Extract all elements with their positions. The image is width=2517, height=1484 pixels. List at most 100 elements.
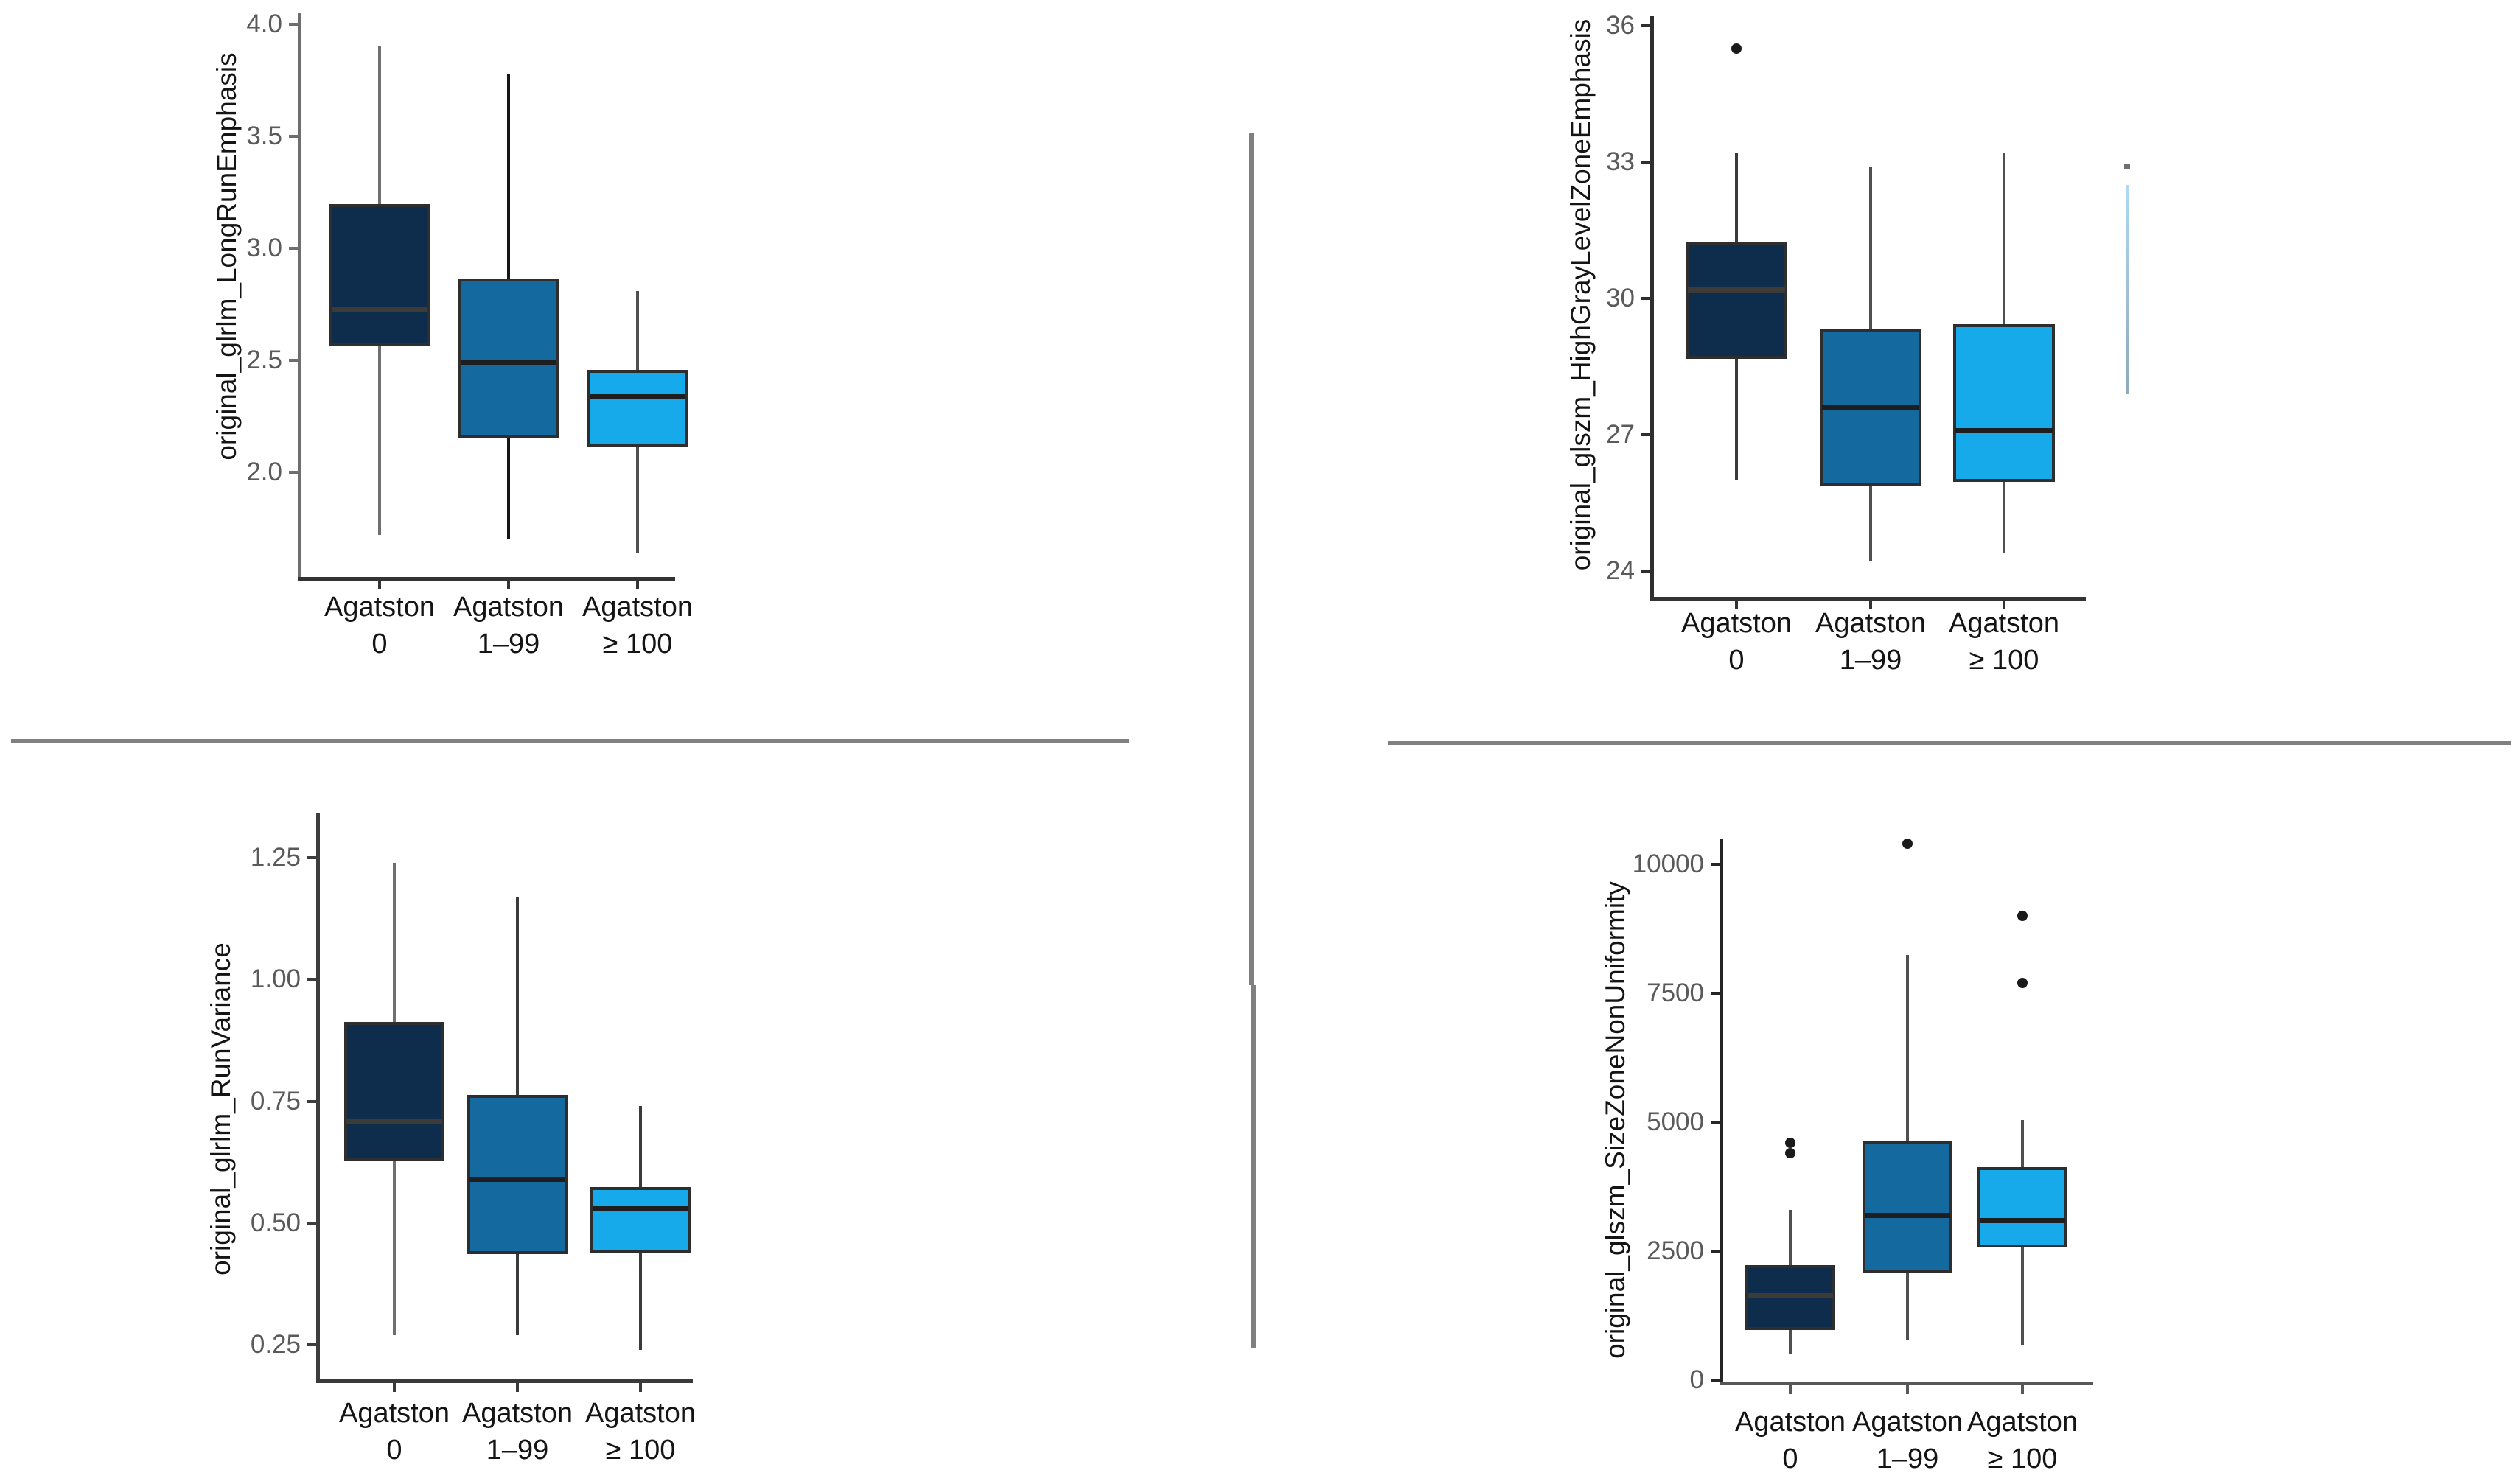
y-tick-mark: [289, 471, 299, 474]
y-tick-label: 36: [1606, 11, 1635, 40]
category-label-row2: 0: [386, 1435, 402, 1466]
x-tick-mark: [1735, 601, 1738, 609]
y-tick-label: 30: [1606, 284, 1635, 312]
outlier-dot: [1731, 43, 1742, 54]
category-label-row1: Agatston: [1852, 1407, 1963, 1438]
y-tick-label: 2.5: [246, 346, 282, 374]
y-tick-mark: [1711, 1379, 1720, 1382]
y-tick-label: 33: [1606, 147, 1635, 176]
y-axis-line: [1720, 839, 1723, 1382]
category-label-row1: Agatston: [453, 592, 564, 623]
box: [1863, 1141, 1952, 1273]
y-tick-label: 24: [1606, 556, 1635, 585]
y-tick-label: 2500: [1647, 1236, 1704, 1265]
artifact-whisker-line: [2126, 185, 2129, 394]
x-tick-mark: [2021, 1385, 2024, 1394]
median-line: [1980, 1218, 2065, 1223]
outlier-dot: [1902, 839, 1913, 849]
box: [458, 279, 559, 438]
y-tick-mark: [307, 1100, 317, 1103]
category-label-row1: Agatston: [1967, 1407, 2078, 1438]
y-tick-label: 1.25: [250, 843, 301, 872]
y-tick-mark: [1641, 297, 1651, 300]
y-tick-label: 0.75: [250, 1087, 301, 1116]
median-line: [346, 1119, 442, 1124]
divider-horizontal-right: [1388, 741, 2511, 745]
category-label-row2: 0: [1728, 645, 1745, 676]
category-label-row2: ≥ 100: [1969, 645, 2039, 676]
x-axis-line: [1650, 597, 2086, 601]
y-tick-label: 5000: [1647, 1107, 1704, 1136]
category-label-row2: 1–99: [477, 629, 540, 659]
outlier-dot: [1785, 1138, 1795, 1148]
y-axis-line: [298, 13, 301, 577]
y-tick-mark: [1641, 433, 1651, 436]
category-label-row2: ≥ 100: [605, 1435, 676, 1466]
y-tick-label: 2.0: [246, 458, 282, 486]
x-tick-mark: [516, 1383, 519, 1392]
y-axis-line: [316, 813, 320, 1379]
y-tick-mark: [1711, 1250, 1720, 1253]
box: [329, 204, 430, 346]
category-label-row2: 0: [1782, 1443, 1798, 1474]
y-tick-label: 0: [1689, 1365, 1704, 1394]
y-tick-label: 3.5: [246, 122, 282, 150]
divider-vertical-lower: [1251, 985, 1256, 1348]
x-tick-mark: [378, 581, 381, 589]
median-line: [469, 1177, 565, 1182]
median-line: [1955, 428, 2053, 433]
y-tick-mark: [289, 23, 299, 26]
y-tick-mark: [1711, 863, 1720, 866]
outlier-dot: [1785, 1148, 1795, 1158]
median-line: [461, 360, 556, 365]
y-tick-mark: [307, 856, 317, 859]
category-label-row1: Agatston: [1681, 608, 1792, 639]
median-line: [1822, 405, 1919, 410]
divider-horizontal-left: [11, 739, 1129, 743]
category-label-row1: Agatston: [462, 1398, 573, 1429]
box: [587, 370, 688, 447]
median-line: [1688, 287, 1785, 293]
box: [1953, 324, 2055, 482]
artifact-dot: [2124, 164, 2130, 169]
y-tick-mark: [307, 978, 317, 981]
category-label-row2: ≥ 100: [1987, 1443, 2058, 1474]
x-tick-mark: [1869, 601, 1872, 609]
divider-vertical-upper: [1249, 133, 1254, 985]
y-tick-mark: [307, 1222, 317, 1225]
x-tick-mark: [507, 581, 510, 589]
y-tick-mark: [289, 359, 299, 362]
x-tick-mark: [393, 1383, 396, 1392]
x-axis-line: [1720, 1382, 2093, 1385]
y-tick-mark: [1711, 992, 1720, 995]
outlier-dot: [2017, 978, 2028, 988]
y-tick-label: 4.0: [246, 10, 282, 38]
category-label-row2: ≥ 100: [602, 629, 673, 659]
category-label-row1: Agatston: [324, 592, 435, 623]
category-label-row1: Agatston: [339, 1398, 450, 1429]
category-label-row2: 0: [371, 629, 388, 659]
y-tick-mark: [1641, 570, 1651, 573]
x-tick-mark: [2003, 601, 2005, 609]
x-tick-mark: [1789, 1385, 1792, 1394]
x-axis-line: [316, 1379, 693, 1383]
y-tick-mark: [307, 1343, 317, 1346]
y-tick-label: 7500: [1647, 979, 1704, 1007]
median-line: [1865, 1213, 1950, 1218]
category-label-row1: Agatston: [1949, 608, 2059, 639]
y-tick-mark: [1641, 161, 1651, 164]
y-tick-label: 3.0: [246, 234, 282, 262]
median-line: [593, 1206, 688, 1211]
box: [1686, 242, 1787, 359]
box: [467, 1095, 568, 1254]
category-label-row1: Agatston: [585, 1398, 696, 1429]
y-tick-mark: [289, 135, 299, 138]
outlier-dot: [2017, 911, 2028, 921]
median-line: [590, 394, 685, 399]
median-line: [1748, 1293, 1833, 1298]
y-tick-mark: [1641, 24, 1651, 27]
